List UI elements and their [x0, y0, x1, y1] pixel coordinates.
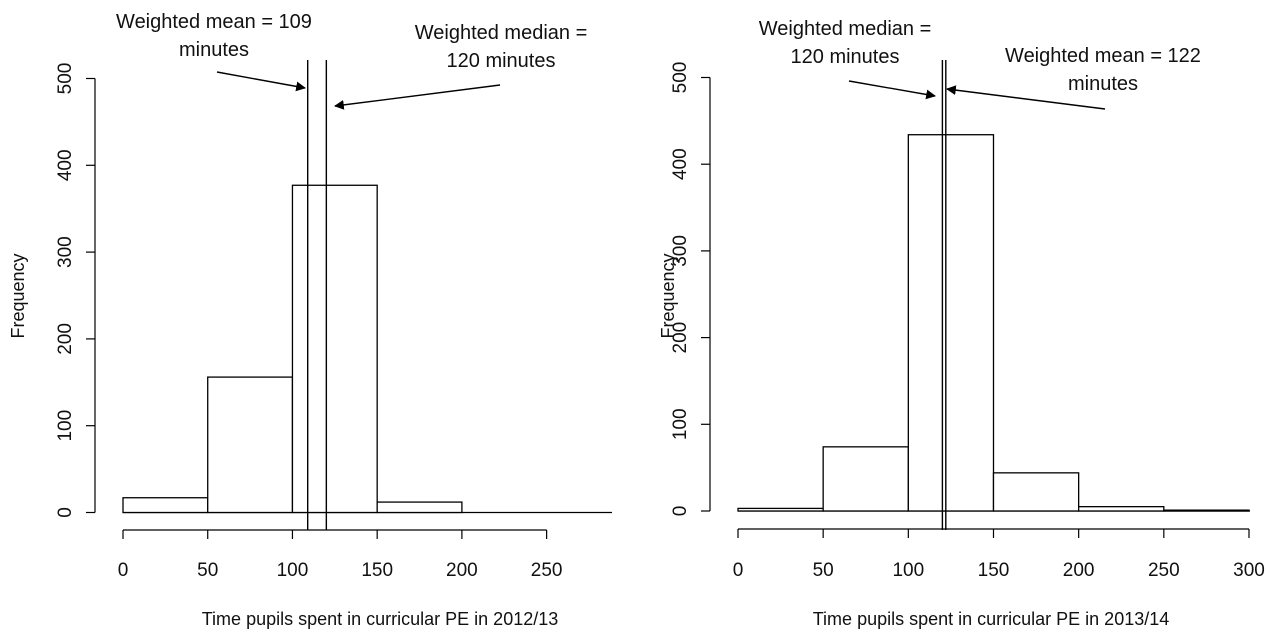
x-tick-label: 100 [277, 560, 309, 581]
x-tick-label: 150 [978, 560, 1010, 581]
x-tick-label: 200 [446, 560, 478, 581]
annotation-text: Weighted median = [759, 18, 932, 40]
y-tick-label: 200 [55, 323, 76, 355]
annotation-text: Weighted mean = 109 [116, 11, 312, 33]
histogram-chart-2012-13: 0 50 100 150 200 250 0 100 200 300 400 500 Frequency… [8, 11, 612, 629]
y-tick-label: 400 [55, 149, 76, 181]
x-tick-label: 150 [361, 560, 393, 581]
y-tick-label: 400 [670, 148, 691, 180]
histogram-bar [207, 376, 294, 514]
histogram-panel-2013-14: 0 50 100 150 200 250 300 0 100 200 300 400 500 Freque… [637, 0, 1274, 634]
x-tick-label: 100 [892, 560, 924, 581]
x-axis-label: Time pupils spent in curricular PE in 20… [813, 609, 1170, 629]
histogram-panel-2012-13: 0 50 100 150 200 250 0 100 200 300 400 500 Frequency… [0, 0, 637, 634]
y-tick-label: 100 [670, 408, 691, 440]
histogram-bar [907, 134, 995, 512]
annotation-text: Weighted median = [415, 22, 588, 44]
y-tick-label: 0 [670, 506, 691, 517]
annotation-arrow [946, 85, 1106, 110]
annotation-text: minutes [179, 39, 249, 61]
y-tick-label: 0 [55, 507, 76, 518]
y-tick-label: 200 [670, 322, 691, 354]
annotation-arrow [334, 84, 501, 110]
x-tick-label: 0 [733, 560, 744, 581]
histogram-bar [291, 184, 378, 514]
x-tick-label: 250 [1148, 560, 1180, 581]
y-tick-label: 300 [55, 236, 76, 268]
annotation-text: 120 minutes [791, 46, 900, 68]
histogram-bar [1078, 506, 1165, 512]
histogram-bar [376, 501, 463, 514]
histogram-chart-2013-14: 0 50 100 150 200 250 300 0 100 200 300 400 500 Freque… [658, 18, 1265, 629]
y-tick-label: 300 [670, 235, 691, 267]
x-tick-label: 250 [531, 560, 563, 581]
x-tick-label: 50 [197, 560, 218, 581]
y-tick-label: 500 [55, 63, 76, 95]
y-axis-label: Frequency [8, 253, 28, 338]
annotation-text: minutes [1068, 73, 1138, 95]
annotation-text: 120 minutes [447, 50, 556, 72]
x-tick-label: 50 [813, 560, 834, 581]
annotation-text: Weighted mean = 122 [1005, 45, 1201, 67]
annotation-arrow [216, 71, 306, 92]
y-tick-label: 100 [55, 410, 76, 442]
x-tick-label: 200 [1063, 560, 1095, 581]
y-tick-label: 500 [670, 62, 691, 94]
y-axis-label: Frequency [658, 253, 678, 338]
histogram-bar [737, 507, 824, 512]
x-axis-label: Time pupils spent in curricular PE in 20… [202, 609, 559, 629]
x-tick-label: 300 [1233, 560, 1265, 581]
annotation-arrow [848, 80, 936, 100]
x-tick-label: 0 [118, 560, 129, 581]
histogram-bar [1163, 509, 1250, 512]
histogram-bar [992, 472, 1080, 512]
histogram-bar [822, 446, 909, 512]
histogram-bar [122, 497, 209, 514]
